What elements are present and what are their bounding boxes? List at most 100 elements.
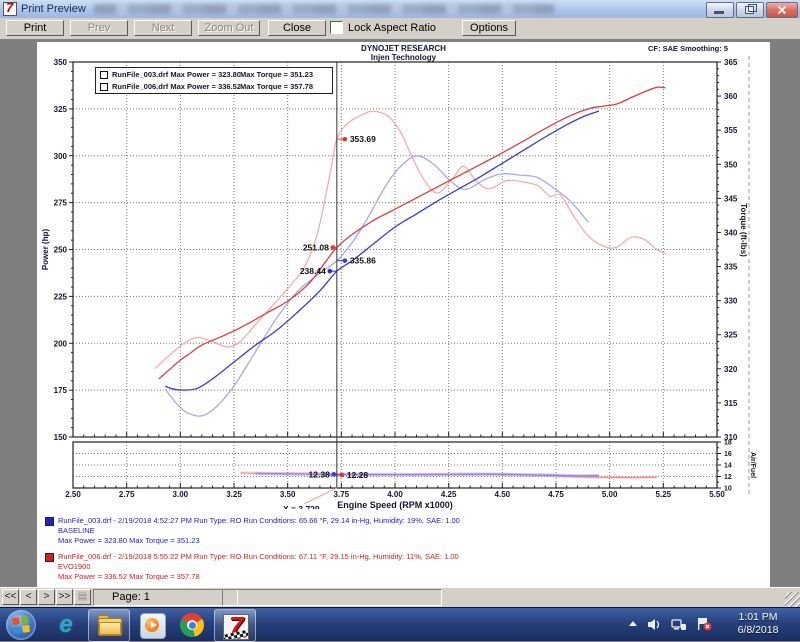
options-button[interactable]: Options <box>462 20 516 36</box>
action-center-flag-icon[interactable] <box>696 617 712 631</box>
run-info-evo1900: RunFile_006.drf - 2/19/2018 5:55:22 PM R… <box>45 552 460 582</box>
svg-text:5.50: 5.50 <box>709 490 725 499</box>
resize-grip[interactable] <box>785 592 800 607</box>
svg-text:350: 350 <box>54 58 68 67</box>
lock-aspect-label: Lock Aspect Ratio <box>348 21 437 34</box>
chart-header: DYNOJET RESEARCH Injen Technology <box>37 44 770 62</box>
folder-icon <box>97 614 122 638</box>
chart-title: DYNOJET RESEARCH <box>361 44 446 53</box>
cursor-x-label: X = 3.729 <box>283 504 320 514</box>
first-page-button[interactable]: << <box>2 589 19 605</box>
svg-text:2.75: 2.75 <box>119 490 135 499</box>
minimize-button[interactable] <box>706 2 734 18</box>
network-icon[interactable] <box>671 618 687 631</box>
title-bar: 7 Print Preview <box>0 0 800 19</box>
svg-text:3.50: 3.50 <box>280 490 296 499</box>
taskbar-clock[interactable]: 1:01 PM 6/8/2018 <box>722 611 794 637</box>
preview-page: DYNOJET RESEARCH Injen Technology CF: SA… <box>37 42 770 587</box>
dynojet-7-icon: 7 <box>223 614 249 640</box>
volume-icon[interactable] <box>647 618 662 631</box>
svg-text:Torque (ft-lbs): Torque (ft-lbs) <box>739 203 748 257</box>
preview-workspace: DYNOJET RESEARCH Injen Technology CF: SA… <box>0 39 800 587</box>
start-button[interactable] <box>6 610 36 640</box>
svg-text:175: 175 <box>54 386 68 395</box>
taskbar: e 7 1:01 PM 6/8/2018 <box>0 607 800 642</box>
svg-text:12.28: 12.28 <box>347 470 369 480</box>
svg-text:14: 14 <box>724 463 732 470</box>
print-preview-toolbar: Print Prev Next Zoom Out Close Lock Aspe… <box>0 18 800 40</box>
svg-text:340: 340 <box>724 228 738 237</box>
status-bar: << < > >> ▤ Page: 1 <box>0 587 800 608</box>
svg-text:4.75: 4.75 <box>548 490 564 499</box>
prev-page-button[interactable]: < <box>20 589 37 605</box>
svg-text:4.00: 4.00 <box>387 490 403 499</box>
taskbar-item-media-player[interactable] <box>132 609 172 640</box>
taskbar-item-ie[interactable]: e <box>46 609 86 640</box>
series-af_003 <box>255 472 599 477</box>
prev-button[interactable]: Prev <box>70 20 128 36</box>
minimize-icon <box>714 11 724 14</box>
last-page-button[interactable]: >> <box>56 589 73 605</box>
svg-text:18: 18 <box>724 440 732 447</box>
svg-text:345: 345 <box>724 194 738 203</box>
taskbar-item-explorer[interactable] <box>88 609 130 642</box>
svg-text:315: 315 <box>724 399 738 408</box>
svg-text:355: 355 <box>724 126 738 135</box>
windows-logo-icon <box>11 615 31 635</box>
series-torque_003 <box>164 155 589 417</box>
chart-legend: RunFile_003.drf Max Power = 323.80 Max T… <box>95 67 333 94</box>
svg-text:16: 16 <box>724 451 732 458</box>
svg-text:365: 365 <box>724 58 738 67</box>
status-panel <box>222 589 442 606</box>
svg-text:251.08: 251.08 <box>303 242 329 252</box>
chart-subtitle: Injen Technology <box>370 53 437 62</box>
close-preview-button[interactable]: Close <box>268 20 326 36</box>
svg-text:320: 320 <box>724 365 738 374</box>
taskbar-item-chrome[interactable] <box>172 609 212 640</box>
svg-text:Air/Fuel: Air/Fuel <box>749 452 756 478</box>
series-power_006 <box>158 86 666 380</box>
svg-text:300: 300 <box>54 152 68 161</box>
svg-text:3.25: 3.25 <box>226 490 242 499</box>
svg-text:330: 330 <box>724 297 738 306</box>
restore-icon <box>745 4 757 14</box>
svg-text:325: 325 <box>54 105 68 114</box>
svg-text:335.86: 335.86 <box>350 256 376 266</box>
cursor-value-353.69: 353.69 <box>336 134 376 144</box>
next-button[interactable]: Next <box>134 20 192 36</box>
series-power_003 <box>165 110 600 391</box>
system-tray <box>619 617 712 631</box>
svg-text:4.25: 4.25 <box>441 490 457 499</box>
cursor-value-12.28: 12.28 <box>336 470 369 480</box>
svg-text:2.50: 2.50 <box>65 490 81 499</box>
next-page-button[interactable]: > <box>38 589 55 605</box>
dyno-chart: 2.50 2.75 3.00 3.25 3.50 3.75 4.00 4.25 4.50 4.75… <box>41 56 756 514</box>
run-swatch-blue <box>45 517 54 526</box>
lock-aspect-checkbox[interactable] <box>330 21 343 34</box>
svg-text:12.38: 12.38 <box>309 469 331 479</box>
svg-text:12: 12 <box>724 474 732 481</box>
app-icon: 7 <box>3 2 17 16</box>
close-button[interactable] <box>766 2 798 18</box>
zoom-out-button[interactable]: Zoom Out <box>198 20 260 36</box>
tray-expand-icon[interactable] <box>628 619 638 629</box>
run-info-baseline: RunFile_003.drf - 2/19/2018 4:52:27 PM R… <box>45 516 460 546</box>
window-title: Print Preview <box>21 3 86 15</box>
restore-button[interactable] <box>736 2 764 18</box>
internet-explorer-icon: e <box>59 611 73 638</box>
svg-text:350: 350 <box>724 160 738 169</box>
print-button[interactable]: Print <box>6 20 64 36</box>
taskbar-item-dynojet[interactable]: 7 <box>214 609 256 642</box>
svg-text:238.44: 238.44 <box>300 266 326 276</box>
svg-text:Engine Speed (RPM x1000): Engine Speed (RPM x1000) <box>337 500 453 510</box>
svg-text:4.50: 4.50 <box>495 490 511 499</box>
svg-text:353.69: 353.69 <box>350 134 376 144</box>
svg-text:250: 250 <box>54 246 68 255</box>
page-indicator: Page: 1 <box>93 589 238 606</box>
series-torque_006 <box>154 110 666 370</box>
page-setup-button[interactable]: ▤ <box>74 589 91 605</box>
clock-date: 6/8/2018 <box>737 624 779 636</box>
legend-row: RunFile_003.drf Max Power = 323.80 Max T… <box>96 69 332 80</box>
cursor-value-238.44: 238.44 <box>300 266 337 276</box>
media-player-icon <box>140 613 166 639</box>
